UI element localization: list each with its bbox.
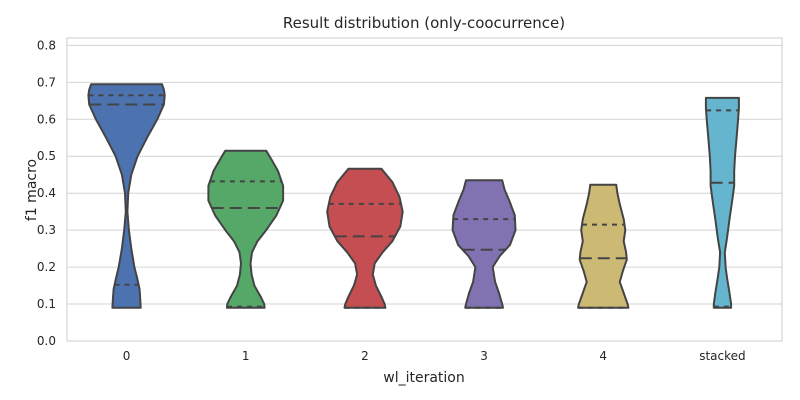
y-tick-label: 0.0 xyxy=(37,334,56,348)
x-axis-ticks: 0 1 2 3 4 stacked xyxy=(123,349,746,363)
y-tick-label: 0.3 xyxy=(37,223,56,237)
violin-0 xyxy=(87,83,166,309)
x-axis-label: wl_iteration xyxy=(383,370,464,386)
violin-3 xyxy=(451,179,517,309)
x-tick-label: stacked xyxy=(699,349,745,363)
violin-2 xyxy=(326,167,404,309)
chart-title: Result distribution (only-coocurrence) xyxy=(283,14,565,32)
x-tick-label: 3 xyxy=(480,349,488,363)
y-tick-label: 0.5 xyxy=(37,149,56,163)
x-tick-label: 2 xyxy=(361,349,369,363)
y-tick-label: 0.2 xyxy=(37,260,56,274)
violin-stacked xyxy=(704,96,740,309)
y-axis-ticks: 0.0 0.1 0.2 0.3 0.4 0.5 0.6 0.7 0.8 xyxy=(37,38,56,348)
y-gridlines xyxy=(67,44,782,342)
plot-frame xyxy=(66,37,783,342)
y-tick-label: 0.7 xyxy=(37,75,56,89)
y-tick-label: 0.8 xyxy=(37,38,56,52)
violin-1 xyxy=(207,149,285,309)
y-axis-label: f1 macro xyxy=(24,159,40,221)
violins xyxy=(87,83,740,309)
y-tick-label: 0.1 xyxy=(37,297,56,311)
x-tick-label: 4 xyxy=(599,349,607,363)
x-tick-label: 0 xyxy=(123,349,131,363)
violin-4 xyxy=(577,183,630,309)
x-tick-label: 1 xyxy=(242,349,250,363)
y-tick-label: 0.6 xyxy=(37,112,56,126)
y-tick-label: 0.4 xyxy=(37,186,56,200)
